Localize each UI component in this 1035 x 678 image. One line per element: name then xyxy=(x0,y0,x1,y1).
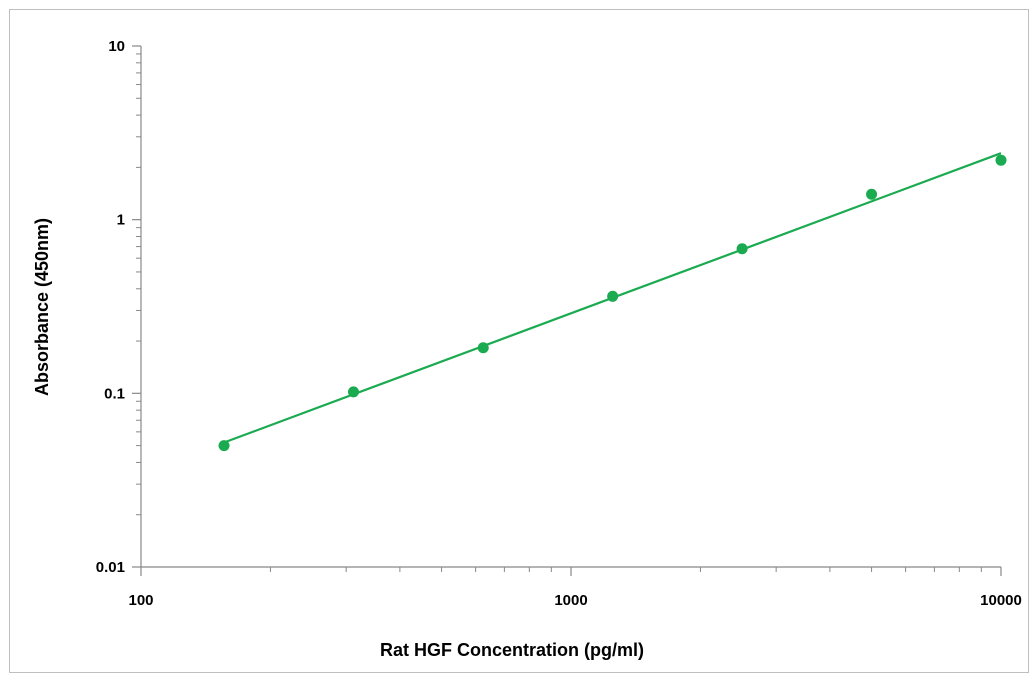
data-point xyxy=(477,342,489,354)
data-point xyxy=(607,290,619,302)
minor-ticks xyxy=(136,53,982,572)
chart-canvas: 100 1000 10000 0.01 0.1 1 10 Rat HGF Concentra… xyxy=(32,38,1022,660)
chart-area: 100 1000 10000 0.01 0.1 1 10 Rat HGF Concentra… xyxy=(9,9,1029,673)
data-point xyxy=(995,154,1007,166)
y-axis-title: Absorbance (450nm) xyxy=(32,218,52,396)
x-tick-label: 10000 xyxy=(980,592,1022,609)
y-tick-label: 10 xyxy=(108,38,125,55)
x-tick-label: 100 xyxy=(128,592,153,609)
x-axis-title: Rat HGF Concentration (pg/ml) xyxy=(380,640,644,660)
data-point xyxy=(347,386,359,398)
major-ticks xyxy=(132,45,1002,576)
x-tick-label: 1000 xyxy=(554,592,587,609)
data-point xyxy=(866,188,878,200)
data-point xyxy=(218,440,230,452)
y-tick-label: 0.1 xyxy=(104,385,125,402)
data-points xyxy=(218,154,1007,452)
y-tick-label: 1 xyxy=(117,212,125,229)
data-point xyxy=(736,243,748,255)
y-tick-label: 0.01 xyxy=(96,559,125,576)
tick-labels: 100 1000 10000 0.01 0.1 1 10 xyxy=(96,38,1022,609)
